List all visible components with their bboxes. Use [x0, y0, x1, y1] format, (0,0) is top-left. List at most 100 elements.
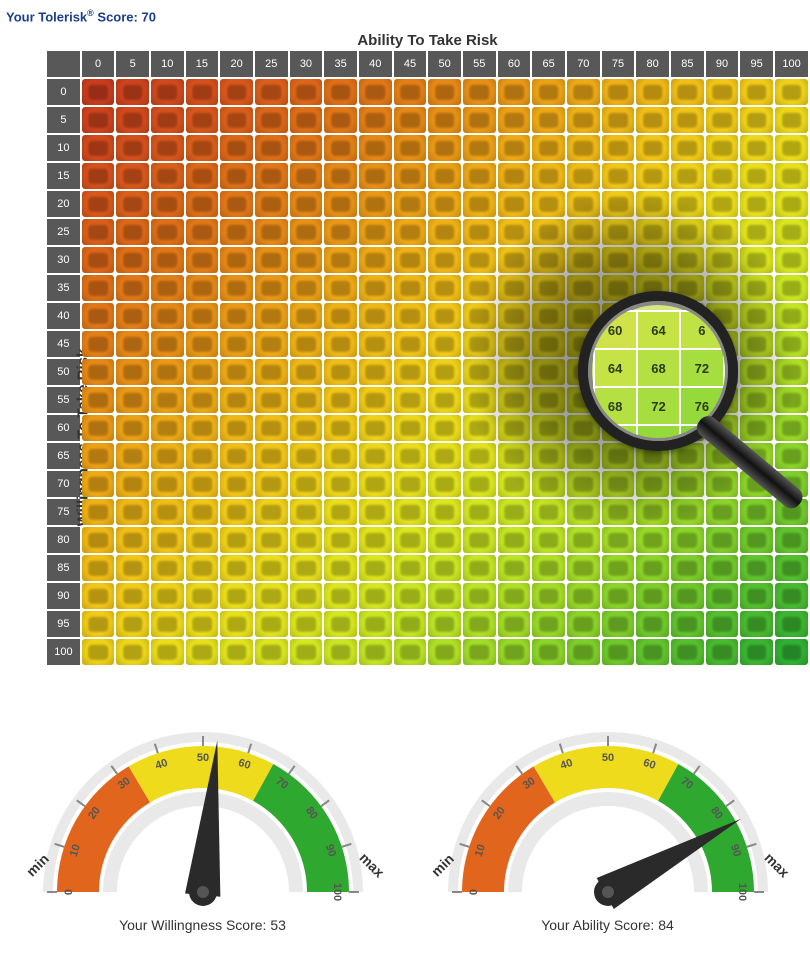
x-tick: 90	[706, 51, 739, 77]
heatmap-cell	[671, 611, 704, 637]
heatmap-cell	[151, 611, 184, 637]
heatmap-cell	[498, 387, 531, 413]
heatmap-cell	[428, 163, 461, 189]
heatmap-cell	[255, 191, 288, 217]
heatmap-cell	[498, 527, 531, 553]
heatmap-cell	[428, 247, 461, 273]
heatmap-cell	[532, 219, 565, 245]
heatmap-cell	[740, 219, 773, 245]
willingness-caption-prefix: Your Willingness Score:	[119, 917, 270, 933]
heatmap-cell	[290, 583, 323, 609]
y-tick: 20	[47, 191, 80, 217]
heatmap-cell	[775, 331, 808, 357]
heatmap-cell	[567, 583, 600, 609]
heatmap-cell	[290, 611, 323, 637]
heatmap-cell	[498, 639, 531, 665]
y-tick: 10	[47, 135, 80, 161]
heatmap-cell	[151, 303, 184, 329]
heatmap-cell	[567, 331, 600, 357]
heatmap-cell	[428, 527, 461, 553]
heatmap-cell	[255, 499, 288, 525]
heatmap-cell	[290, 135, 323, 161]
heatmap-cell	[740, 471, 773, 497]
heatmap-cell	[567, 527, 600, 553]
y-tick: 40	[47, 303, 80, 329]
heatmap-cell	[220, 303, 253, 329]
heatmap-cell	[220, 163, 253, 189]
heatmap-cell	[706, 639, 739, 665]
heatmap-cell	[220, 247, 253, 273]
heatmap-cell	[116, 443, 149, 469]
heatmap-area: Willingness To Take Risk 051015202530354…	[45, 49, 810, 667]
heatmap-cell	[671, 639, 704, 665]
heatmap-cell	[186, 79, 219, 105]
heatmap-cell	[428, 443, 461, 469]
heatmap-cell	[602, 443, 635, 469]
heatmap-cell	[324, 331, 357, 357]
heatmap-cell	[290, 79, 323, 105]
heatmap-cell	[706, 303, 739, 329]
tolerisk-score: Your Tolerisk® Score: 70	[6, 8, 810, 24]
heatmap-cell	[428, 611, 461, 637]
heatmap-cell	[324, 639, 357, 665]
heatmap-cell	[359, 79, 392, 105]
heatmap-cell	[220, 191, 253, 217]
willingness-value: 53	[270, 917, 286, 933]
x-tick: 5	[116, 51, 149, 77]
heatmap-cell	[359, 303, 392, 329]
heatmap-cell	[671, 443, 704, 469]
heatmap-cell	[706, 107, 739, 133]
heatmap-cell	[463, 191, 496, 217]
heatmap-cell	[636, 107, 669, 133]
y-tick: 25	[47, 219, 80, 245]
heatmap-cell	[532, 275, 565, 301]
heatmap-cell	[636, 471, 669, 497]
heatmap-cell	[186, 387, 219, 413]
heatmap-cell	[428, 275, 461, 301]
heatmap-cell	[602, 555, 635, 581]
heatmap-cell	[255, 79, 288, 105]
heatmap-cell	[82, 191, 115, 217]
heatmap-cell	[186, 135, 219, 161]
heatmap-cell	[775, 219, 808, 245]
heatmap-cell	[290, 527, 323, 553]
heatmap-cell	[428, 359, 461, 385]
heatmap-cell	[116, 387, 149, 413]
heatmap-cell	[394, 331, 427, 357]
heatmap-cell	[567, 415, 600, 441]
heatmap-cell	[498, 219, 531, 245]
heatmap-cell	[290, 499, 323, 525]
heatmap-cell	[567, 611, 600, 637]
heatmap-cell	[532, 135, 565, 161]
heatmap-cell	[186, 527, 219, 553]
heatmap-cell	[602, 79, 635, 105]
heatmap-cell	[255, 527, 288, 553]
x-tick: 40	[359, 51, 392, 77]
heatmap-cell	[82, 275, 115, 301]
heatmap-cell	[324, 471, 357, 497]
y-tick: 0	[47, 79, 80, 105]
heatmap-cell	[532, 163, 565, 189]
heatmap-cell	[428, 135, 461, 161]
heatmap-cell	[394, 163, 427, 189]
heatmap-cell	[116, 415, 149, 441]
heatmap-cell	[602, 303, 635, 329]
heatmap-cell	[359, 247, 392, 273]
heatmap-cell	[636, 499, 669, 525]
heatmap-cell	[428, 303, 461, 329]
heatmap-cell	[567, 219, 600, 245]
heatmap-cell	[255, 331, 288, 357]
heatmap-cell	[255, 275, 288, 301]
heatmap-cell	[151, 331, 184, 357]
heatmap-cell	[116, 275, 149, 301]
heatmap-cell	[532, 107, 565, 133]
heatmap-cell	[671, 331, 704, 357]
heatmap-cell	[706, 499, 739, 525]
heatmap-cell	[463, 415, 496, 441]
heatmap-cell	[532, 191, 565, 217]
heatmap-cell	[706, 527, 739, 553]
heatmap-cell	[186, 163, 219, 189]
heatmap-cell	[82, 135, 115, 161]
heatmap-cell	[602, 639, 635, 665]
heatmap-cell	[671, 79, 704, 105]
